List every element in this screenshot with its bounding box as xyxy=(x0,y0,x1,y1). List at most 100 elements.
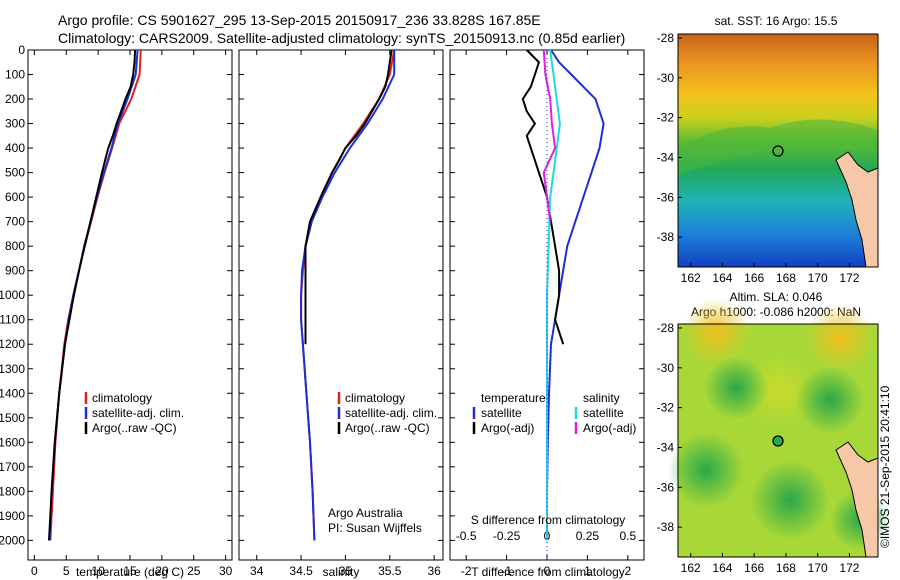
map-x-tick-label: 162 xyxy=(681,271,701,285)
depth-tick-label: 1200 xyxy=(0,337,25,351)
s-difference-axis-label: S difference from climatology xyxy=(471,513,626,527)
legend-label-climatology: climatology xyxy=(345,391,405,405)
series-line-argo-raw-qc xyxy=(48,49,137,541)
depth-tick-label: 900 xyxy=(5,264,25,278)
x-tick-label: 35.5 xyxy=(378,564,402,578)
series-line-salinity-satellite xyxy=(546,49,561,541)
salinity-legend: climatology satellite-adj. clim. Argo(..… xyxy=(328,391,437,535)
figure-subtitle: Climatology: CARS2009. Satellite-adjuste… xyxy=(58,30,626,46)
series-line-climatology xyxy=(49,49,142,541)
figure-title: Argo profile: CS 5901627_295 13-Sep-2015… xyxy=(58,12,541,28)
float-position-marker xyxy=(772,435,784,447)
x-tick-label: 15 xyxy=(123,564,137,578)
s-diff-tick-label: -0.5 xyxy=(456,529,477,543)
depth-tick-label: 2000 xyxy=(0,533,25,547)
temperature-axis-label: temperature (deg C) xyxy=(76,565,184,579)
map-x-tick-label: 172 xyxy=(839,271,859,285)
map-y-tick-label: -34 xyxy=(657,150,675,164)
map-x-tick-label: 172 xyxy=(839,561,859,575)
series-line-argo-raw-qc xyxy=(304,49,393,345)
legend-label-s-satellite: satellite xyxy=(583,406,624,420)
salinity-axis-label: salinity xyxy=(323,565,360,579)
x-tick-label: 36 xyxy=(427,564,441,578)
legend-heading-salinity: salinity xyxy=(583,391,620,405)
s-difference-x-axis: -0.5 -0.25 0 0.25 0.5 xyxy=(456,529,637,543)
difference-depth-ticks xyxy=(450,49,644,541)
sla-high-patch xyxy=(806,304,874,372)
depth-tick-label: 1900 xyxy=(0,509,25,523)
map-x-tick-label: 164 xyxy=(712,561,732,575)
depth-tick-label: 700 xyxy=(5,215,25,229)
map-y-tick-label: -36 xyxy=(657,480,675,494)
legend-label-satellite: satellite-adj. clim. xyxy=(345,406,437,420)
map-y-tick-label: -36 xyxy=(657,190,675,204)
s-diff-tick-label: -0.25 xyxy=(493,529,521,543)
legend-label-climatology: climatology xyxy=(92,391,152,405)
sla-map-title: Altim. SLA: 0.046 xyxy=(730,290,823,304)
depth-tick-label: 600 xyxy=(5,190,25,204)
series-line-satellite-adj-clim xyxy=(48,49,139,541)
sst-front xyxy=(678,119,878,175)
map-y-tick-label: -38 xyxy=(657,520,675,534)
x-tick-label: 20 xyxy=(155,564,169,578)
map-x-tick-label: 164 xyxy=(712,271,732,285)
salinity-panel-frame xyxy=(238,49,444,561)
x-tick-label: 34.5 xyxy=(289,564,313,578)
map-x-tick-label: 168 xyxy=(776,561,796,575)
map-y-tick-label: -32 xyxy=(657,111,675,125)
x-tick-label: -1 xyxy=(501,564,512,578)
map-x-tick-label: 170 xyxy=(808,561,828,575)
sla-low-patch xyxy=(796,366,864,434)
depth-tick-label: 1400 xyxy=(0,386,25,400)
depth-tick-label: 300 xyxy=(5,117,25,131)
map-x-tick-label: 166 xyxy=(744,561,764,575)
x-tick-label: 30 xyxy=(219,564,233,578)
depth-tick-label: 100 xyxy=(5,68,25,82)
map-x-tick-label: 162 xyxy=(681,561,701,575)
sst-map-frame xyxy=(677,33,879,268)
argo-australia-note: Argo Australia xyxy=(328,506,403,520)
map-x-tick-label: 170 xyxy=(808,271,828,285)
s-diff-tick-label: 0.5 xyxy=(619,529,636,543)
depth-tick-label: 0 xyxy=(18,43,25,57)
legend-heading-temperature: temperature xyxy=(481,391,546,405)
float-position-marker xyxy=(772,145,784,157)
sst-map-axes: 162 164 166 168 170 172 -28 -30 -32 -34 -36 -38 xyxy=(657,31,860,285)
series-line-climatology xyxy=(300,49,396,541)
x-tick-label: 1 xyxy=(584,564,591,578)
sla-low-patch xyxy=(750,460,830,540)
depth-tick-label: 200 xyxy=(5,92,25,106)
series-line-salinity-argo-adj xyxy=(542,49,557,222)
map-y-tick-label: -30 xyxy=(657,71,675,85)
depth-axis: 0 100 200 300 400 500 600 700 800 900 1000 1100 1200… xyxy=(0,43,232,547)
sla-low-patch xyxy=(704,356,768,420)
series-line-satellite-adj-clim xyxy=(300,50,396,541)
temperature-legend: climatology satellite-adj. clim. Argo(..… xyxy=(84,391,184,435)
depth-tick-label: 1100 xyxy=(0,313,25,327)
x-tick-label: 0 xyxy=(31,564,38,578)
map-x-tick-label: 166 xyxy=(744,271,764,285)
map-y-tick-label: -28 xyxy=(657,321,675,335)
x-tick-label: 0 xyxy=(544,564,551,578)
map-y-tick-label: -28 xyxy=(657,31,675,45)
x-tick-label: 2 xyxy=(624,564,631,578)
legend-label-argo: Argo(..raw -QC) xyxy=(345,421,430,435)
sst-map xyxy=(677,33,879,268)
x-tick-label: -2 xyxy=(461,564,472,578)
sla-map-axes: 162 164 166 168 170 172 -28 -30 -32 -34 -36 -38 xyxy=(657,321,860,575)
sla-high-patch xyxy=(682,298,750,366)
salinity-depth-ticks xyxy=(239,49,443,541)
pi-note: PI: Susan Wijffels xyxy=(328,521,422,535)
legend-label-argo: Argo(..raw -QC) xyxy=(92,421,177,435)
difference-legend: temperature satellite Argo(-adj) salinit… xyxy=(472,391,636,435)
series-line-temperature-argo-adj xyxy=(521,49,565,345)
legend-label-t-argo: Argo(-adj) xyxy=(481,421,534,435)
x-tick-label: 35 xyxy=(339,564,353,578)
t-difference-axis-label: T difference from climatology xyxy=(471,565,625,579)
sst-map-title: sat. SST: 16 Argo: 15.5 xyxy=(715,14,838,28)
series-line-temperature-satellite xyxy=(546,49,605,541)
imos-timestamp: ©IMOS 21-Sep-2015 20:41:10 xyxy=(878,385,892,548)
legend-label-satellite: satellite-adj. clim. xyxy=(92,406,184,420)
difference-series xyxy=(521,49,605,541)
